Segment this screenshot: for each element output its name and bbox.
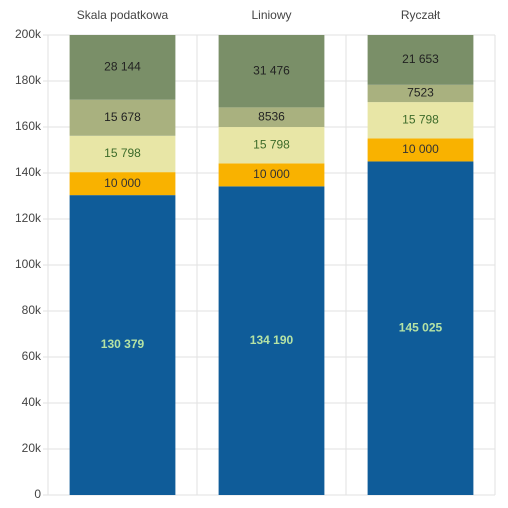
bar-segment — [367, 161, 474, 495]
value-label: 15 678 — [104, 110, 141, 124]
y-tick-label: 80k — [22, 303, 42, 317]
value-label: 28 144 — [104, 60, 141, 74]
x-category-label: Skala podatkowa — [77, 8, 169, 22]
value-label: 8536 — [258, 109, 285, 123]
bar-segment — [69, 195, 176, 495]
value-label: 130 379 — [101, 337, 145, 351]
bar-segment — [218, 107, 325, 128]
y-tick-label: 160k — [15, 119, 42, 133]
y-tick-label: 120k — [15, 211, 42, 225]
value-label: 31 476 — [253, 63, 290, 77]
value-label: 10 000 — [104, 176, 141, 190]
value-label: 10 000 — [253, 167, 290, 181]
y-tick-label: 60k — [22, 349, 42, 363]
value-label: 15 798 — [104, 146, 141, 160]
value-label: 21 653 — [402, 52, 439, 66]
value-label: 15 798 — [402, 112, 439, 126]
y-tick-label: 20k — [22, 441, 42, 455]
bar-segment — [218, 35, 325, 108]
x-category-label: Ryczałt — [401, 8, 441, 22]
y-tick-label: 200k — [15, 27, 42, 41]
value-label: 7523 — [407, 86, 434, 100]
bar-segment — [69, 172, 176, 196]
y-tick-label: 0 — [34, 487, 41, 501]
bar-segment — [69, 135, 176, 173]
y-tick-label: 100k — [15, 257, 42, 271]
y-tick-label: 180k — [15, 73, 42, 87]
bar-segment — [218, 127, 325, 164]
y-tick-label: 140k — [15, 165, 42, 179]
bar-segment — [69, 35, 176, 100]
value-label: 145 025 — [399, 320, 443, 334]
bar-segment — [218, 163, 325, 187]
x-category-label: Liniowy — [251, 8, 291, 22]
bar-segment — [367, 84, 474, 103]
value-label: 10 000 — [402, 142, 439, 156]
bar-segment — [69, 99, 176, 136]
value-label: 15 798 — [253, 137, 290, 151]
bar-segment — [367, 102, 474, 139]
bar-segment — [367, 138, 474, 162]
bar-segment — [367, 35, 474, 85]
bar-segment — [218, 186, 325, 495]
value-label: 134 190 — [250, 333, 294, 347]
y-tick-label: 40k — [22, 395, 42, 409]
